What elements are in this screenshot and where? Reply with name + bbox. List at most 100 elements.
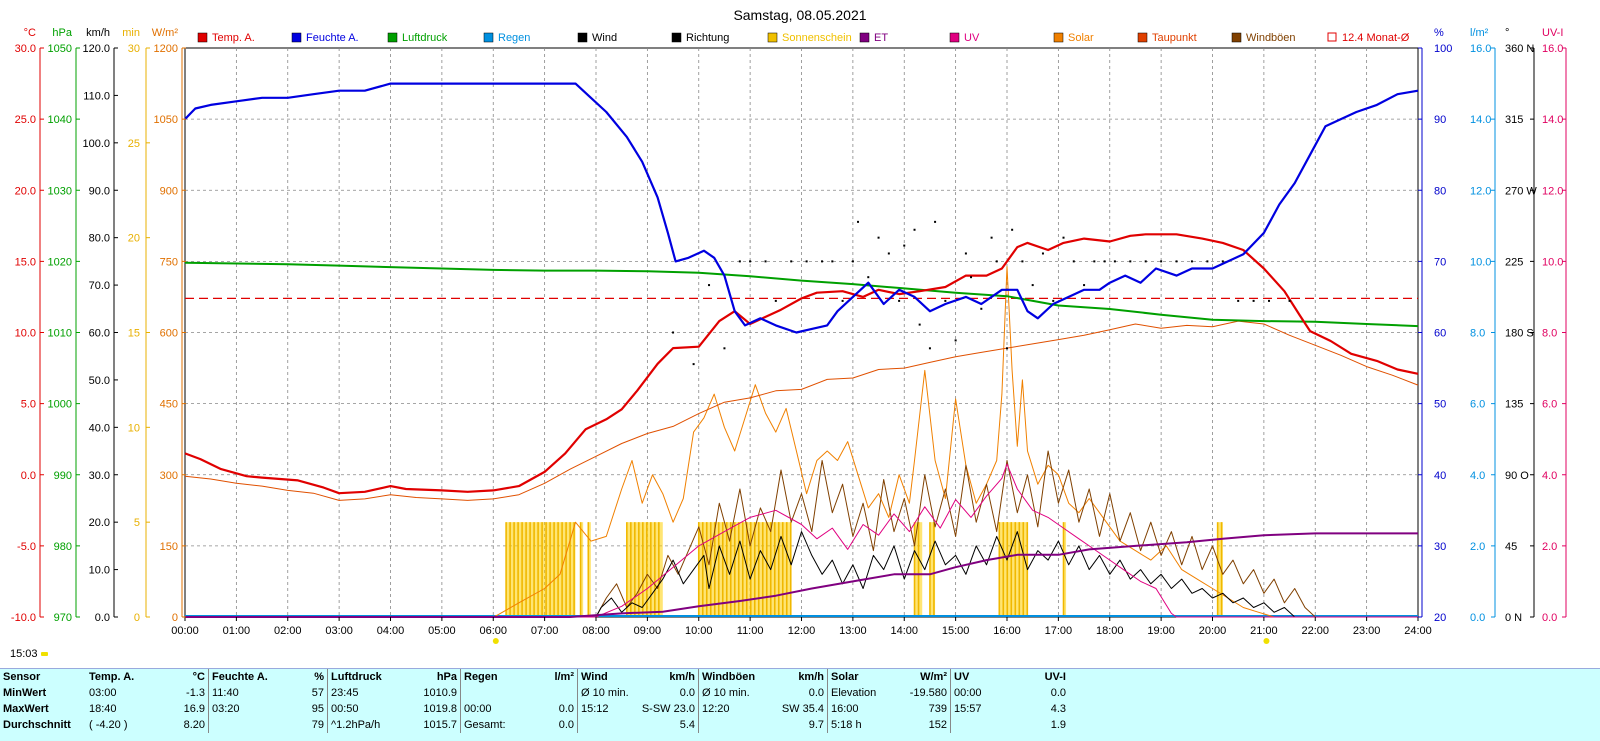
left-axis-tick-label: 300 bbox=[160, 470, 178, 482]
gust-time bbox=[698, 717, 769, 733]
left-axis-tick-label: 30 bbox=[128, 43, 140, 55]
left-axis-tick-label: 900 bbox=[160, 185, 178, 197]
pressure-time: 23:45 bbox=[327, 685, 398, 701]
right-axis-tick-label: 0 N bbox=[1505, 612, 1522, 624]
right-axis-tick-label: 70 bbox=[1434, 256, 1446, 268]
legend-swatch bbox=[859, 32, 870, 43]
direction-dot bbox=[1113, 260, 1116, 263]
x-tick-label: 17:00 bbox=[1045, 625, 1073, 637]
legend-label: Taupunkt bbox=[1152, 32, 1197, 44]
direction-dot bbox=[1083, 284, 1086, 287]
temp-value: 8.20 bbox=[183, 719, 205, 731]
rain-value: 0.0 bbox=[558, 719, 574, 731]
right-axis-tick-label: 10.0 bbox=[1470, 256, 1491, 268]
x-tick-label: 24:00 bbox=[1404, 625, 1432, 637]
header-wind: Wind bbox=[577, 669, 636, 685]
right-axis-unit: l/m² bbox=[1470, 27, 1489, 39]
temp-time: 18:40 bbox=[89, 703, 117, 715]
sunshine-bar bbox=[580, 522, 584, 617]
current-time: 15:03 bbox=[10, 648, 38, 660]
direction-dot bbox=[708, 284, 711, 287]
left-axis-tick-label: 20.0 bbox=[89, 517, 110, 529]
right-axis-tick-label: 16.0 bbox=[1470, 43, 1491, 55]
series-taupunkt-line bbox=[184, 320, 1419, 501]
pressure-time: 00:50 bbox=[327, 701, 398, 717]
x-tick-label: 07:00 bbox=[531, 625, 559, 637]
sunshine-bar bbox=[1063, 522, 1067, 617]
x-tick-label: 12:00 bbox=[788, 625, 816, 637]
direction-dot bbox=[857, 220, 860, 223]
right-axis-tick-label: 45 bbox=[1505, 541, 1517, 553]
header-gust: Windböen bbox=[698, 669, 769, 685]
right-axis-tick-label: 225 bbox=[1505, 256, 1523, 268]
header-rain: Regen bbox=[460, 669, 527, 685]
left-axis-tick-label: 1040 bbox=[48, 114, 72, 126]
gust-time: 12:20 bbox=[698, 701, 769, 717]
gust-value: 0.0 bbox=[808, 687, 824, 699]
rain-value: 0.0 bbox=[558, 703, 574, 715]
solar-value: 739 bbox=[928, 703, 947, 715]
direction-dot bbox=[1062, 236, 1065, 239]
direction-dot bbox=[1041, 252, 1044, 255]
left-axis-tick-label: 150 bbox=[160, 541, 178, 553]
right-axis-tick-label: 16.0 bbox=[1542, 43, 1563, 55]
uv-time bbox=[950, 717, 1017, 733]
left-axis-tick-label: 1050 bbox=[48, 43, 72, 55]
legend-swatch bbox=[387, 32, 398, 43]
left-axis-tick-label: 990 bbox=[54, 470, 72, 482]
x-tick-label: 21:00 bbox=[1250, 625, 1278, 637]
right-axis-tick-label: 270 W bbox=[1505, 185, 1537, 197]
direction-dot bbox=[887, 252, 890, 255]
rain-value bbox=[527, 685, 578, 701]
right-axis-tick-label: 10.0 bbox=[1542, 256, 1563, 268]
legend-label: Windböen bbox=[1246, 32, 1296, 44]
x-tick-label: 04:00 bbox=[377, 625, 405, 637]
right-axis-tick-label: 80 bbox=[1434, 185, 1446, 197]
direction-dot bbox=[774, 299, 777, 302]
direction-dot bbox=[1011, 228, 1014, 231]
direction-dot bbox=[764, 260, 767, 263]
left-axis-tick-label: 5.0 bbox=[21, 399, 36, 411]
left-axis-tick-label: 1010 bbox=[48, 328, 72, 340]
summary-row-average: Durchschnitt ( -4.20 ) 8.20 79 ^1.2hPa/h… bbox=[0, 717, 1069, 733]
left-axis-tick-label: 80.0 bbox=[89, 233, 110, 245]
pressure-value: 1015.7 bbox=[423, 719, 457, 731]
humidity-value: 79 bbox=[311, 719, 324, 731]
left-axis-tick-label: 0 bbox=[134, 612, 140, 624]
legend-swatch bbox=[483, 32, 494, 43]
direction-dot bbox=[913, 228, 916, 231]
gust-time: Ø 10 min. bbox=[698, 685, 769, 701]
humidity-value: 57 bbox=[311, 687, 324, 699]
right-axis-tick-label: 180 S bbox=[1505, 328, 1534, 340]
left-axis-tick-label: 50.0 bbox=[89, 375, 110, 387]
x-tick-label: 18:00 bbox=[1096, 625, 1124, 637]
legend-label: Luftdruck bbox=[402, 32, 448, 44]
humidity-time: 11:40 bbox=[208, 685, 285, 701]
legend-swatch bbox=[1053, 32, 1064, 43]
row-label: MaxWert bbox=[3, 703, 49, 715]
weather-chart: 00:00 01:00 02:00 03:00 04:00 05:00 06:00 07:00… bbox=[11, 7, 1567, 644]
summary-table: Sensor Temp. A. °C Feuchte A. % Luftdruc… bbox=[0, 668, 1600, 741]
series-windböen-line bbox=[185, 450, 1418, 618]
legend-swatch bbox=[1327, 32, 1337, 42]
x-tick-label: 06:00 bbox=[479, 625, 507, 637]
wind-value: S-SW 23.0 bbox=[641, 703, 695, 715]
pressure-time: ^1.2hPa/h bbox=[327, 717, 398, 733]
rain-time bbox=[460, 685, 527, 701]
direction-dot bbox=[1221, 260, 1224, 263]
pressure-value: 1010.9 bbox=[423, 687, 457, 699]
direction-dot bbox=[877, 236, 880, 239]
right-axis-tick-label: 20 bbox=[1434, 612, 1446, 624]
pressure-value: 1019.8 bbox=[423, 703, 457, 715]
solar-value: 152 bbox=[928, 719, 947, 731]
left-axis-tick-label: 750 bbox=[160, 256, 178, 268]
left-axis-tick-label: -5.0 bbox=[17, 541, 36, 553]
left-axis-tick-label: 0 bbox=[172, 612, 178, 624]
series-wind-line bbox=[185, 531, 1418, 618]
wind-time bbox=[577, 717, 636, 733]
header-sensor: Sensor bbox=[3, 671, 41, 683]
summary-row-min: MinWert 03:00 -1.3 11:40 57 23:45 1010.9… bbox=[0, 685, 1069, 701]
x-tick-label: 14:00 bbox=[890, 625, 918, 637]
temp-value: -1.3 bbox=[186, 687, 205, 699]
direction-dot bbox=[749, 260, 752, 263]
